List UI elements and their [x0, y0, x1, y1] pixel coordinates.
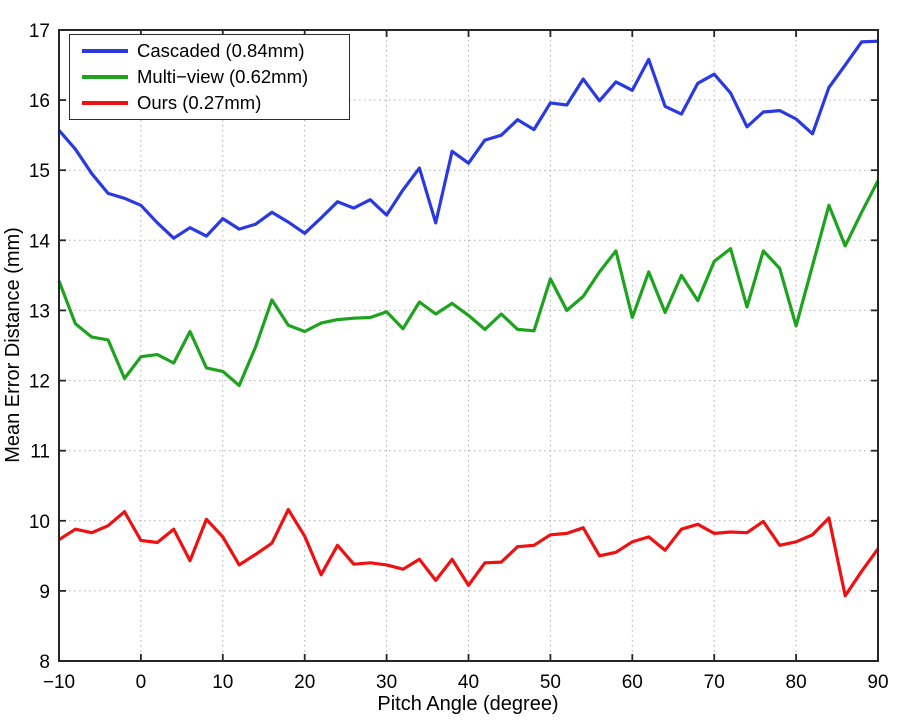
x-tick-label: 10 [212, 672, 233, 693]
legend-item: Ours (0.27mm) [82, 91, 343, 116]
y-axis-label: Mean Error Distance (mm) [2, 227, 24, 463]
legend-line-cascaded [82, 49, 128, 53]
y-tick-label: 11 [30, 442, 50, 463]
y-tick-label: 15 [29, 161, 50, 182]
y-tick-label: 17 [29, 21, 50, 42]
x-tick-label: 20 [294, 672, 315, 693]
series-line-2 [58, 508, 880, 598]
x-tick-label: 40 [458, 672, 479, 693]
legend-label-ours: Ours (0.27mm) [137, 92, 262, 113]
x-tick-label: 70 [704, 672, 725, 693]
x-tick-label: 50 [540, 672, 561, 693]
series-line-1 [57, 179, 880, 388]
x-tick-label: 80 [786, 672, 807, 693]
y-tick-label: 14 [29, 231, 51, 252]
y-tick-label: 9 [39, 582, 50, 603]
x-axis-label: Pitch Angle (degree) [377, 693, 558, 715]
x-tick-label: 30 [376, 672, 397, 693]
y-tick-label: 10 [29, 512, 50, 533]
y-tick-label: 13 [29, 301, 50, 322]
x-tick-label: 0 [136, 672, 147, 693]
legend-line-multiview [82, 75, 128, 79]
legend-label-multiview: Multi−view (0.62mm) [137, 66, 309, 87]
y-tick-label: 16 [29, 91, 50, 112]
legend-item: Cascaded (0.84mm) [82, 39, 343, 64]
legend-line-ours [82, 101, 128, 105]
series-line-0 [57, 39, 879, 240]
x-tick-label: 60 [622, 672, 643, 693]
legend-label-cascaded: Cascaded (0.84mm) [137, 40, 305, 61]
x-tick-label: −10 [43, 672, 75, 693]
x-tick-label: 90 [867, 672, 888, 693]
legend: Cascaded (0.84mm) Multi−view (0.62mm) Ou… [69, 34, 350, 120]
y-tick-label: 8 [39, 652, 50, 673]
legend-item: Multi−view (0.62mm) [82, 65, 343, 90]
y-tick-label: 12 [29, 372, 50, 393]
